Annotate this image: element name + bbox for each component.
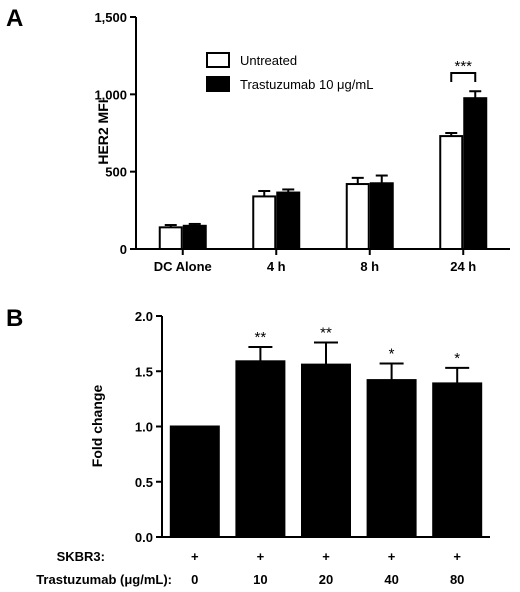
chart-a-bar-trastuzumab <box>182 224 207 251</box>
chart-a-x-tick-label: DC Alone <box>154 259 212 274</box>
chart-a-y-axis-title: HER2 MFI <box>95 99 111 164</box>
chart-a-bar-untreated <box>252 195 277 250</box>
chart-a-y-ticks: 0 500 1,000 1,500 <box>94 10 136 257</box>
chart-a: 0 500 1,000 1,500 HER2 MFI DC Alone 4 h 8 h 24… <box>94 10 510 274</box>
chart-a-bar-trastuzumab <box>276 191 301 250</box>
chart-b-bar <box>235 360 286 538</box>
chart-b-significance-label: ** <box>255 329 267 346</box>
chart-a-y-tick-label: 1,000 <box>94 87 127 102</box>
chart-a-bar-untreated <box>345 183 370 250</box>
chart-b-y-axis-title: Fold change <box>89 385 105 468</box>
chart-a-x-tick-label: 8 h <box>360 259 379 274</box>
chart-a-y-tick-label: 1,500 <box>94 10 127 25</box>
table-cell-skbr3: + <box>453 549 461 564</box>
chart-a-bar-trastuzumab <box>463 97 488 250</box>
table-cell-trastuzumab: 40 <box>384 572 398 587</box>
significance-bracket <box>450 72 477 82</box>
table-row-label-skbr3: SKBR3: <box>57 549 105 564</box>
chart-a-bars <box>158 90 488 251</box>
chart-a-y-tick-label: 0 <box>120 242 127 257</box>
chart-b-bar <box>432 382 483 538</box>
table-cell-skbr3: + <box>388 549 396 564</box>
table-cell-trastuzumab: 0 <box>191 572 198 587</box>
chart-b-y-tick-label: 1.5 <box>135 364 153 379</box>
chart-a-bar-untreated <box>439 135 464 251</box>
table-cell-trastuzumab: 20 <box>319 572 333 587</box>
table-cell-skbr3: + <box>257 549 265 564</box>
chart-b-condition-table: +0 +10 +20 +40 +80 SKBR3: Trastuzumab (μg/mL): <box>36 549 464 587</box>
chart-b-y-tick-label: 0.0 <box>135 530 153 545</box>
chart-a-annotations: *** <box>450 58 477 82</box>
chart-b-significance-label: ** <box>320 325 332 342</box>
chart-b-y-tick-label: 1.0 <box>135 420 153 435</box>
legend-entry: Trastuzumab 10 μg/mL <box>240 77 373 92</box>
chart-b-bar <box>366 379 417 538</box>
table-row-label-trastuzumab: Trastuzumab (μg/mL): <box>36 572 172 587</box>
table-cell-trastuzumab: 80 <box>450 572 464 587</box>
table-cell-trastuzumab: 10 <box>253 572 267 587</box>
chart-b-y-tick-label: 0.5 <box>135 475 153 490</box>
chart-a-legend: Untreated Trastuzumab 10 μg/mL <box>206 52 373 92</box>
chart-b-bars <box>169 341 483 538</box>
chart-b-bar <box>169 425 220 538</box>
chart-a-x-tick-label: 24 h <box>450 259 476 274</box>
chart-a-x-tick-label: 4 h <box>267 259 286 274</box>
chart-b-bar <box>301 363 351 538</box>
chart-a-y-tick-label: 500 <box>105 165 127 180</box>
panel-b-letter: B <box>6 305 23 332</box>
chart-a-bar-untreated <box>158 226 183 250</box>
significance-stars: *** <box>454 58 472 75</box>
table-cell-skbr3: + <box>191 549 199 564</box>
table-cell-skbr3: + <box>322 549 330 564</box>
panel-a-letter: A <box>6 5 23 32</box>
legend-swatch <box>206 52 230 68</box>
chart-a-bar-trastuzumab <box>369 182 394 250</box>
chart-b-significance: ** *** * <box>255 325 461 367</box>
chart-b-significance-label: * <box>389 346 395 363</box>
chart-b: 0.00.51.01.52.0 Fold change ** *** * +0+10… <box>36 309 490 587</box>
chart-a-x-tick-labels: DC Alone 4 h 8 h 24 h <box>154 249 476 274</box>
chart-b-significance-label: * <box>454 350 460 367</box>
chart-b-y-tick-label: 2.0 <box>135 309 153 324</box>
legend-entry: Untreated <box>240 53 297 68</box>
chart-b-y-ticks: 0.0 0.5 1.0 1.5 2.0 <box>135 309 162 545</box>
legend-swatch <box>206 76 230 92</box>
